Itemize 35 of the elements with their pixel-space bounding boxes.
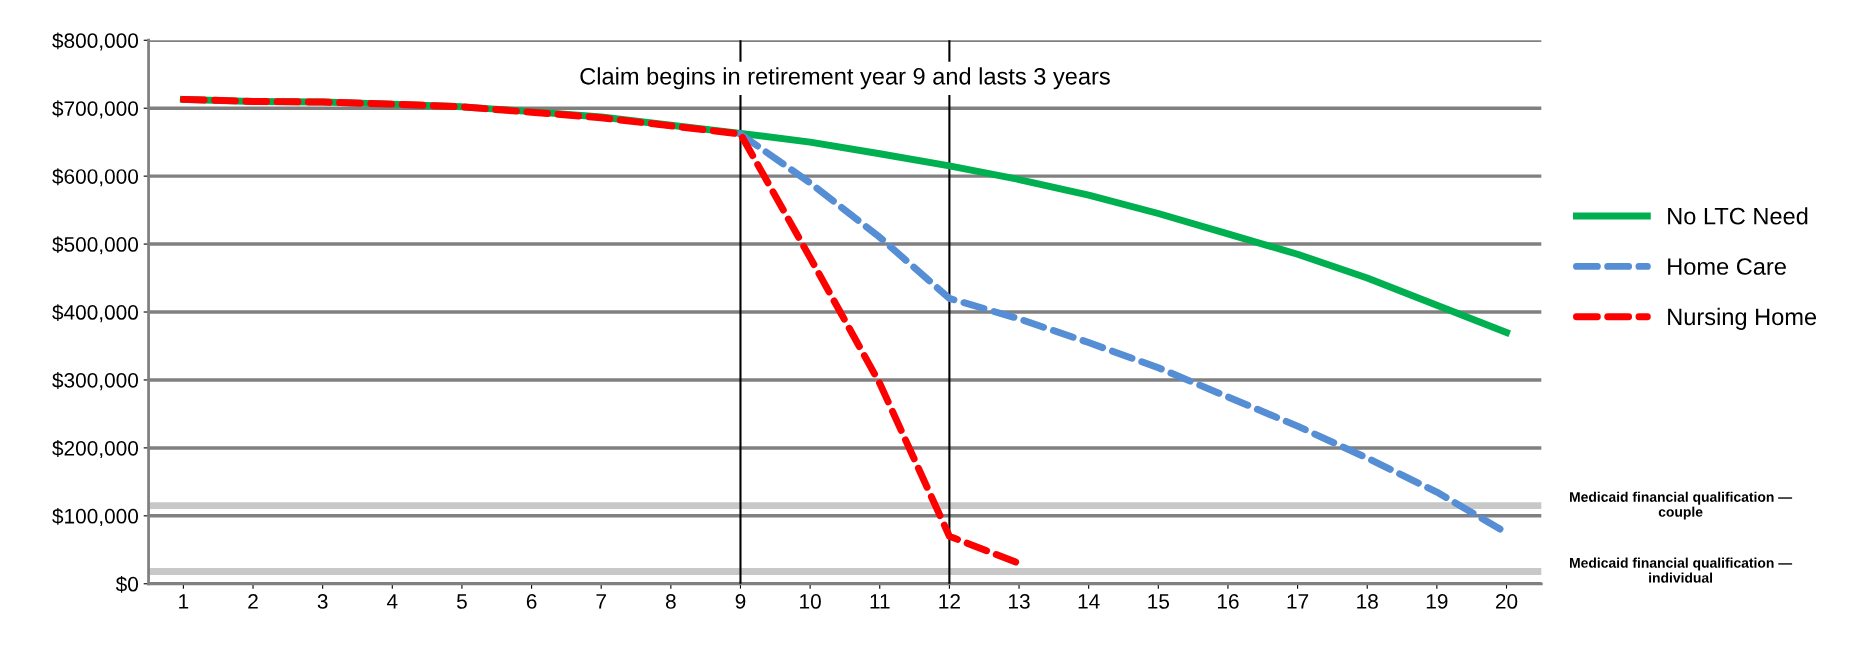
y-tick-label: $0 xyxy=(115,575,139,593)
x-tick-label: 4 xyxy=(386,594,398,609)
legend-label: No LTC Need xyxy=(1668,207,1808,225)
text: Claim begins in retirement year 9 and lasts 3 years xyxy=(580,67,1110,90)
ref-line-label: Medicaid financial qualification — individual xyxy=(1570,557,1793,583)
y-tick-label: $200,000 xyxy=(52,440,139,459)
ref-line-label: Medicaid financial qualification — couple xyxy=(1570,491,1793,520)
y-tick-label: $300,000 xyxy=(52,372,139,391)
x-tick-label: 8 xyxy=(665,594,676,609)
y-tick-label: $800,000 xyxy=(52,32,139,51)
x-tick-label: 2 xyxy=(248,594,258,609)
x-tick-label: 1 xyxy=(179,594,189,609)
y-tick-label: $600,000 xyxy=(52,168,139,187)
x-tick-label: 12 xyxy=(939,594,960,609)
x-tick-label: 11 xyxy=(870,594,890,609)
y-tick-label: $700,000 xyxy=(52,100,139,119)
x-tick-label: 5 xyxy=(456,594,467,609)
y-tick-label: $500,000 xyxy=(52,236,139,255)
x-tick-label: 18 xyxy=(1357,594,1378,609)
y-tick-label: $100,000 xyxy=(52,507,139,527)
x-tick-label: 14 xyxy=(1078,594,1100,609)
x-tick-label: 17 xyxy=(1287,594,1309,609)
x-tick-label: 13 xyxy=(1009,594,1030,609)
x-tick-label: 20 xyxy=(1495,594,1518,609)
x-tick-label: 19 xyxy=(1426,594,1448,609)
x-tick-label: 9 xyxy=(735,594,746,609)
x-tick-label: 10 xyxy=(800,594,821,609)
x-tick-label: 3 xyxy=(317,594,328,609)
legend-label: Home Care xyxy=(1668,258,1786,275)
y-tick-label: $400,000 xyxy=(52,304,139,323)
x-tick-label: 7 xyxy=(596,594,606,609)
x-tick-label: 15 xyxy=(1148,594,1170,609)
legend-label: Nursing Home xyxy=(1668,307,1817,330)
x-tick-label: 6 xyxy=(526,594,537,609)
x-tick-label: 16 xyxy=(1217,594,1239,609)
